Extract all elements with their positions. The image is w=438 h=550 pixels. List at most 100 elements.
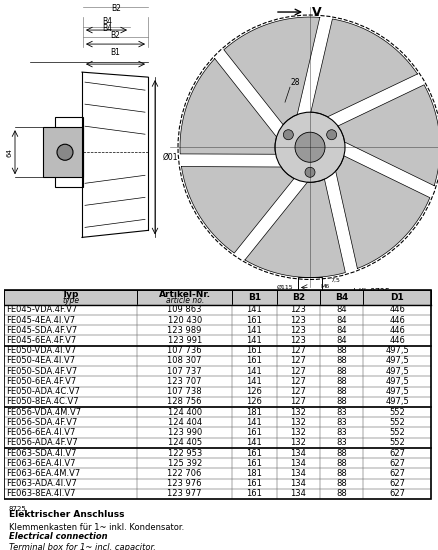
- Text: 161: 161: [247, 449, 262, 458]
- Text: 107 738: 107 738: [167, 387, 202, 396]
- Bar: [138, 489, 232, 499]
- Circle shape: [275, 112, 345, 182]
- Bar: [4, 290, 138, 305]
- Bar: [138, 397, 232, 407]
- Text: FE050-VDA.4I.V7: FE050-VDA.4I.V7: [7, 346, 77, 355]
- Text: 122 953: 122 953: [168, 449, 202, 458]
- Bar: [138, 387, 232, 397]
- Text: 84: 84: [336, 305, 346, 315]
- Text: B2: B2: [111, 4, 121, 13]
- Text: FE050-ADA.4C.V7: FE050-ADA.4C.V7: [7, 387, 81, 396]
- Text: Ø01: Ø01: [163, 153, 179, 162]
- Bar: [138, 345, 232, 356]
- Bar: [4, 478, 138, 489]
- Text: 127: 127: [290, 398, 306, 406]
- Bar: [320, 336, 363, 345]
- Bar: [4, 407, 138, 417]
- Text: 7,5: 7,5: [330, 290, 340, 295]
- Text: FE045-SDA.4F.V7: FE045-SDA.4F.V7: [7, 326, 78, 335]
- Polygon shape: [224, 17, 320, 125]
- Bar: [138, 427, 232, 438]
- Polygon shape: [338, 85, 438, 186]
- Text: 552: 552: [389, 408, 405, 417]
- Bar: [277, 356, 320, 366]
- Bar: [4, 305, 138, 315]
- Text: B1: B1: [248, 293, 261, 302]
- Text: FE063-6EA.4I.V7: FE063-6EA.4I.V7: [7, 459, 76, 468]
- Bar: [363, 345, 431, 356]
- Text: 627: 627: [389, 469, 405, 478]
- Text: L-KL-8725: L-KL-8725: [353, 289, 390, 298]
- Bar: [320, 448, 363, 458]
- Text: FE056-VDA.4M.V7: FE056-VDA.4M.V7: [7, 408, 81, 417]
- Text: 141: 141: [247, 305, 262, 315]
- Text: 161: 161: [247, 479, 262, 488]
- Bar: [363, 407, 431, 417]
- Text: 141: 141: [247, 367, 262, 376]
- Text: FE063-8EA.4I.V7: FE063-8EA.4I.V7: [7, 490, 76, 498]
- Text: 120 430: 120 430: [168, 316, 202, 324]
- Bar: [363, 325, 431, 336]
- Text: 124 405: 124 405: [168, 438, 202, 447]
- Bar: [363, 417, 431, 427]
- Bar: [138, 407, 232, 417]
- Text: 124 404: 124 404: [168, 418, 202, 427]
- Text: 134: 134: [290, 469, 306, 478]
- Text: FE063-6EA.4M.V7: FE063-6EA.4M.V7: [7, 469, 81, 478]
- Bar: [277, 290, 320, 305]
- Bar: [320, 427, 363, 438]
- Text: M6: M6: [320, 284, 329, 289]
- Text: FE050-4EA.4I.V7: FE050-4EA.4I.V7: [7, 356, 76, 366]
- Text: B4: B4: [102, 24, 112, 33]
- Text: 181: 181: [247, 469, 262, 478]
- Bar: [320, 438, 363, 448]
- Text: 497,5: 497,5: [385, 398, 409, 406]
- Text: 181: 181: [247, 408, 262, 417]
- Text: FE050-8EA.4C.V7: FE050-8EA.4C.V7: [7, 398, 79, 406]
- Text: FE045-6EA.4F.V7: FE045-6EA.4F.V7: [7, 336, 77, 345]
- Text: Ø115: Ø115: [276, 285, 293, 290]
- Text: 134: 134: [290, 479, 306, 488]
- Text: FE056-ADA.4F.V7: FE056-ADA.4F.V7: [7, 438, 78, 447]
- Bar: [277, 397, 320, 407]
- Bar: [277, 315, 320, 325]
- Text: 88: 88: [336, 459, 347, 468]
- Text: 627: 627: [389, 479, 405, 488]
- Bar: [4, 438, 138, 448]
- Text: 88: 88: [336, 356, 347, 366]
- Bar: [320, 366, 363, 376]
- Text: Terminal box for 1~ incl. capacitor.: Terminal box for 1~ incl. capacitor.: [9, 543, 155, 550]
- Text: 141: 141: [247, 418, 262, 427]
- Text: 161: 161: [247, 356, 262, 366]
- Text: 88: 88: [336, 346, 347, 355]
- Bar: [232, 376, 277, 387]
- Text: 123 977: 123 977: [167, 490, 202, 498]
- Bar: [4, 458, 138, 469]
- Bar: [363, 366, 431, 376]
- Bar: [320, 407, 363, 417]
- Text: B4: B4: [335, 293, 348, 302]
- Text: 109 863: 109 863: [167, 305, 202, 315]
- Circle shape: [57, 144, 73, 160]
- Text: 141: 141: [247, 377, 262, 386]
- Bar: [232, 290, 277, 305]
- Bar: [138, 458, 232, 469]
- Bar: [277, 376, 320, 387]
- Bar: [138, 325, 232, 336]
- Bar: [232, 448, 277, 458]
- Text: 123 976: 123 976: [167, 479, 202, 488]
- Text: 15,5: 15,5: [330, 298, 344, 303]
- Text: B2: B2: [110, 31, 120, 40]
- Text: 446: 446: [389, 316, 405, 324]
- Bar: [138, 376, 232, 387]
- Bar: [277, 478, 320, 489]
- Bar: [363, 427, 431, 438]
- Bar: [363, 336, 431, 345]
- Bar: [363, 397, 431, 407]
- Bar: [363, 489, 431, 499]
- Text: 83: 83: [336, 428, 347, 437]
- Bar: [4, 336, 138, 345]
- Bar: [4, 469, 138, 478]
- Polygon shape: [336, 156, 430, 268]
- Bar: [4, 397, 138, 407]
